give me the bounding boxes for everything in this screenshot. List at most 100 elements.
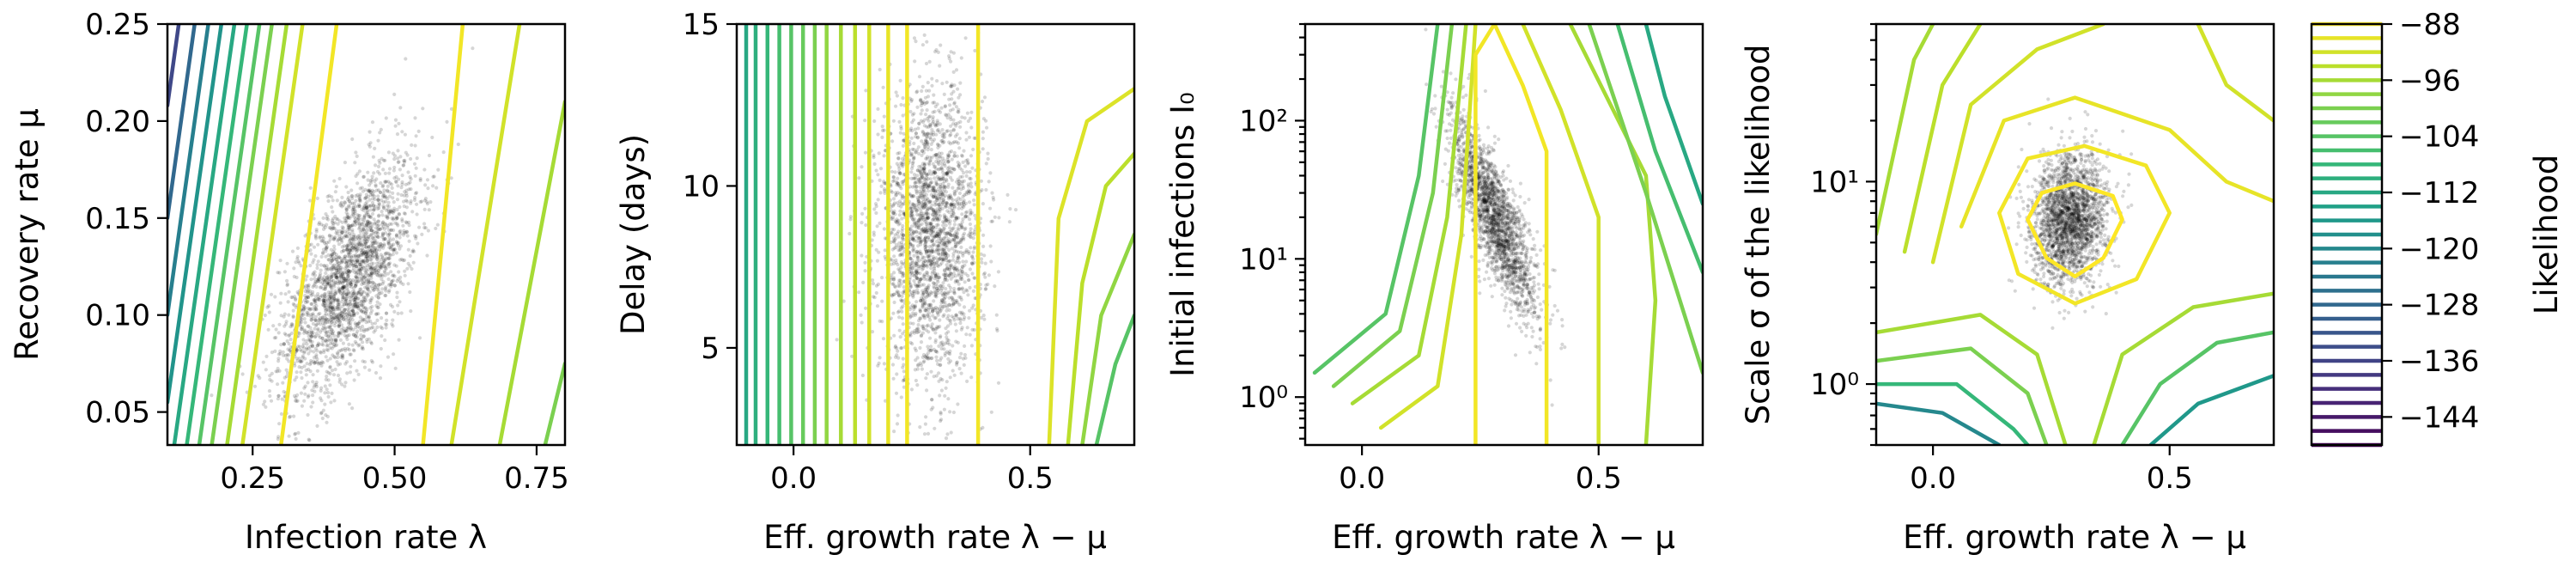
sample-point — [951, 226, 956, 230]
sample-point — [913, 305, 917, 309]
sample-point — [328, 284, 332, 289]
sample-point — [948, 195, 952, 199]
sample-point — [326, 258, 331, 262]
sample-point — [911, 118, 916, 122]
sample-point — [944, 201, 948, 205]
sample-point — [315, 279, 320, 284]
sample-point — [337, 290, 342, 295]
sample-point — [362, 275, 367, 279]
sample-point — [324, 308, 329, 312]
sample-point — [935, 287, 939, 291]
sample-point — [308, 338, 313, 343]
sample-point — [872, 296, 877, 300]
sample-point — [303, 357, 307, 361]
sample-point — [300, 317, 304, 321]
sample-point — [392, 263, 397, 267]
sample-point — [315, 369, 319, 373]
sample-point — [304, 373, 308, 377]
sample-point — [395, 216, 399, 220]
sample-point — [909, 153, 914, 157]
sample-point — [841, 299, 846, 303]
sample-point — [379, 127, 383, 131]
sample-point — [935, 307, 940, 311]
sample-point — [936, 234, 940, 238]
sample-point — [313, 297, 318, 302]
sample-point — [370, 360, 375, 364]
sample-point — [330, 205, 334, 210]
sample-point — [922, 242, 927, 247]
sample-point — [364, 298, 368, 302]
sample-point — [910, 162, 915, 166]
sample-point — [338, 237, 343, 241]
sample-point — [313, 253, 318, 259]
sample-point — [900, 235, 905, 240]
sample-point — [934, 180, 939, 184]
sample-point — [295, 359, 300, 363]
sample-point — [345, 197, 350, 202]
sample-point — [917, 216, 922, 221]
contour-line — [167, 24, 224, 405]
sample-point — [322, 300, 326, 304]
sample-point — [934, 273, 939, 277]
sample-point — [352, 258, 356, 262]
sample-point — [965, 289, 969, 293]
sample-point — [386, 225, 390, 229]
sample-point — [896, 235, 901, 239]
sample-point — [934, 234, 939, 239]
sample-point — [365, 206, 369, 210]
sample-point — [337, 271, 341, 275]
sample-point — [323, 321, 327, 326]
sample-point — [960, 270, 964, 274]
sample-point — [982, 271, 987, 276]
sample-point — [954, 301, 958, 305]
sample-point — [357, 223, 362, 228]
sample-point — [931, 162, 935, 166]
sample-point — [369, 271, 374, 276]
sample-point — [404, 188, 409, 192]
sample-point — [982, 95, 987, 100]
sample-point — [349, 247, 354, 251]
sample-point — [332, 251, 337, 255]
sample-point — [1490, 241, 1494, 245]
sample-point — [391, 237, 396, 241]
sample-point — [942, 159, 946, 163]
sample-point — [300, 349, 304, 353]
sample-point — [329, 294, 333, 299]
sample-point — [354, 265, 359, 269]
sample-point — [919, 277, 923, 282]
sample-point — [344, 210, 349, 215]
sample-point — [323, 294, 327, 298]
sample-point — [380, 334, 384, 338]
sample-point — [307, 346, 311, 351]
sample-point — [282, 342, 286, 346]
sample-point — [283, 375, 287, 380]
sample-point — [931, 194, 935, 199]
sample-point — [355, 154, 359, 158]
sample-point — [368, 311, 373, 315]
sample-point — [300, 404, 304, 408]
contour-line — [225, 24, 289, 445]
sample-point — [967, 316, 971, 320]
sample-point — [357, 276, 361, 280]
sample-point — [392, 249, 396, 253]
sample-point — [364, 229, 369, 233]
sample-point — [943, 231, 947, 236]
sample-point — [936, 223, 940, 227]
sample-point — [950, 247, 954, 251]
sample-point — [918, 180, 922, 185]
sample-point — [261, 402, 265, 406]
sample-point — [915, 89, 920, 94]
sample-point — [370, 188, 374, 192]
sample-point — [944, 113, 949, 118]
sample-point — [323, 287, 327, 291]
sample-point — [349, 302, 353, 307]
sample-point — [405, 153, 410, 157]
sample-point — [365, 314, 369, 319]
sample-point — [305, 310, 309, 314]
sample-point — [358, 287, 362, 292]
sample-point — [373, 197, 377, 202]
sample-point — [329, 254, 333, 259]
sample-point — [896, 356, 901, 360]
sample-point — [344, 292, 349, 296]
sample-point — [926, 286, 931, 290]
